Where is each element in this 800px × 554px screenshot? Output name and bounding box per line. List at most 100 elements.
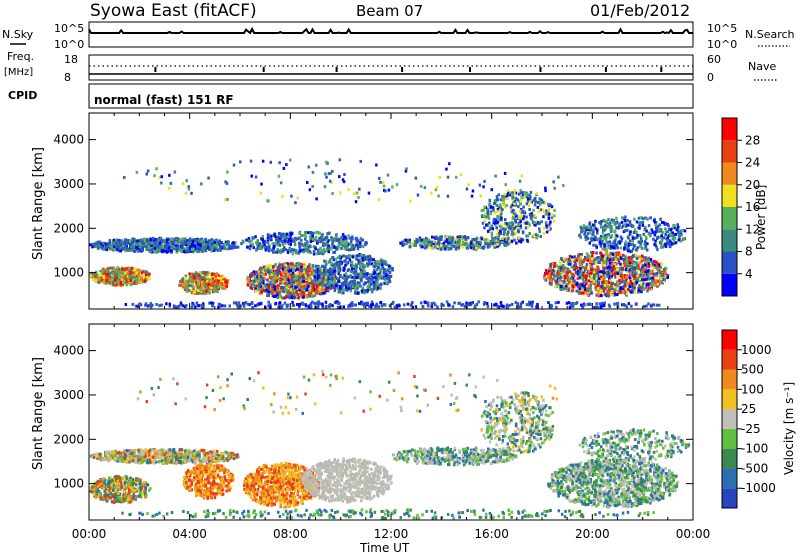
range-gate-cell bbox=[266, 247, 270, 251]
range-gate-cell bbox=[483, 238, 486, 242]
range-gate-cell bbox=[592, 273, 595, 277]
range-gate-cell bbox=[132, 240, 135, 244]
range-gate-cell bbox=[344, 263, 347, 267]
range-gate-cell bbox=[336, 247, 340, 251]
range-gate-cell bbox=[102, 241, 105, 245]
range-gate-cell bbox=[510, 203, 514, 207]
range-gate-cell bbox=[658, 278, 662, 282]
range-gate-cell bbox=[147, 248, 151, 251]
range-gate-cell bbox=[219, 277, 223, 281]
range-gate-cell bbox=[124, 271, 127, 275]
range-gate-cell bbox=[324, 287, 328, 291]
range-gate-cell bbox=[571, 285, 575, 289]
range-gate-cell bbox=[271, 287, 274, 291]
range-gate-cell bbox=[278, 264, 281, 268]
range-gate-cell bbox=[365, 258, 369, 262]
range-gate-cell bbox=[123, 240, 127, 244]
range-gate-cell bbox=[259, 266, 262, 270]
range-gate-cell bbox=[504, 242, 507, 246]
range-gate-cell bbox=[581, 289, 584, 293]
range-gate-cell bbox=[422, 238, 426, 241]
range-gate-cell bbox=[201, 289, 205, 293]
range-gate-cell bbox=[369, 256, 372, 260]
range-gate-cell bbox=[276, 248, 279, 252]
range-gate-cell bbox=[336, 256, 340, 260]
range-gate-cell bbox=[368, 278, 371, 282]
range-gate-cell bbox=[543, 276, 546, 280]
range-gate-cell bbox=[195, 272, 198, 276]
range-gate-cell bbox=[312, 292, 315, 296]
range-gate-cell bbox=[507, 191, 510, 195]
range-gate-cell bbox=[283, 232, 286, 236]
nave-drop-marker bbox=[154, 67, 157, 72]
range-gate-cell bbox=[550, 271, 554, 275]
range-gate-cell bbox=[592, 251, 595, 254]
range-gate-cell bbox=[292, 248, 296, 252]
range-gate-cell bbox=[127, 272, 130, 276]
range-gate-cell bbox=[427, 238, 431, 242]
range-gate-cell bbox=[289, 276, 292, 280]
range-gate-cell bbox=[352, 247, 356, 251]
range-gate-cell bbox=[614, 271, 617, 275]
range-gate-cell bbox=[537, 222, 541, 226]
range-gate-cell bbox=[511, 191, 514, 195]
range-gate-cell bbox=[635, 278, 638, 282]
range-gate-cell bbox=[499, 229, 502, 233]
range-gate-cell bbox=[357, 273, 360, 277]
range-gate-cell bbox=[315, 270, 319, 274]
range-gate-cell bbox=[104, 268, 108, 272]
range-gate-cell bbox=[429, 241, 432, 245]
range-gate-cell bbox=[343, 243, 346, 247]
range-gate-cell bbox=[543, 201, 547, 205]
range-gate-cell bbox=[294, 238, 297, 242]
range-gate-cell bbox=[380, 267, 383, 271]
range-gate-cell bbox=[307, 290, 310, 294]
range-gate-cell bbox=[630, 281, 634, 285]
range-gate-cell bbox=[260, 292, 263, 296]
range-gate-cell bbox=[106, 242, 110, 246]
range-gate-cell bbox=[279, 251, 282, 255]
range-gate-cell bbox=[633, 290, 637, 294]
range-gate-cell bbox=[307, 270, 311, 274]
range-gate-cell bbox=[195, 276, 198, 280]
range-gate-cell bbox=[101, 243, 105, 247]
range-gate-cell bbox=[488, 221, 491, 225]
range-gate-cell bbox=[140, 271, 144, 275]
range-gate-cell bbox=[552, 271, 555, 275]
range-gate-cell bbox=[123, 279, 127, 283]
range-gate-cell bbox=[361, 256, 364, 260]
range-gate-cell bbox=[313, 287, 317, 291]
range-gate-cell bbox=[660, 268, 664, 272]
range-gate-cell bbox=[288, 290, 291, 293]
range-gate-cell bbox=[309, 231, 313, 234]
range-gate-cell bbox=[376, 278, 379, 282]
range-gate-cell bbox=[565, 289, 569, 293]
range-gate-cell bbox=[295, 289, 298, 293]
range-gate-cell bbox=[272, 271, 275, 275]
range-gate-cell bbox=[573, 260, 576, 264]
range-gate-cell bbox=[657, 263, 661, 267]
range-gate-cell bbox=[103, 247, 107, 251]
range-gate-cell bbox=[133, 279, 136, 283]
range-gate-cell bbox=[461, 243, 464, 247]
range-gate-cell bbox=[623, 274, 627, 278]
range-gate-cell bbox=[544, 221, 548, 225]
range-gate-cell bbox=[549, 279, 553, 282]
range-gate-cell bbox=[371, 278, 374, 282]
range-gate-cell bbox=[122, 274, 126, 278]
range-gate-cell bbox=[623, 283, 627, 287]
range-gate-cell bbox=[333, 289, 337, 293]
range-gate-cell bbox=[596, 274, 600, 278]
range-gate-cell bbox=[163, 239, 166, 243]
range-gate-cell bbox=[349, 240, 353, 244]
range-gate-cell bbox=[126, 247, 129, 251]
range-gate-cell bbox=[519, 226, 523, 230]
range-gate-cell bbox=[125, 242, 128, 246]
range-gate-cell bbox=[527, 204, 531, 207]
range-gate-cell bbox=[301, 282, 304, 286]
range-gate-cell bbox=[325, 238, 328, 242]
range-gate-cell bbox=[569, 281, 573, 285]
range-gate-cell bbox=[544, 268, 548, 272]
range-gate-cell bbox=[614, 292, 617, 296]
range-gate-cell bbox=[328, 268, 331, 272]
